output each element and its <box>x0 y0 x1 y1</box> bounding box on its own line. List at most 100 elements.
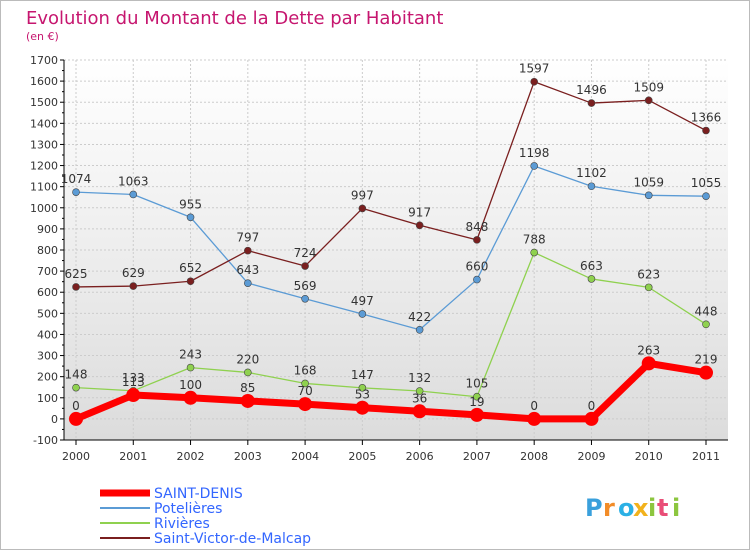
data-point <box>355 400 370 415</box>
y-tick-label: 1200 <box>30 160 58 173</box>
x-tick-label: 2005 <box>348 450 376 463</box>
data-point <box>240 393 255 408</box>
y-tick-label: 1700 <box>30 54 58 67</box>
data-label: 848 <box>465 220 488 234</box>
data-label: 660 <box>465 260 488 274</box>
data-label: 113 <box>122 375 145 389</box>
data-point <box>186 213 195 222</box>
data-point <box>699 365 713 380</box>
data-label: 1496 <box>576 83 607 97</box>
data-point <box>644 96 653 105</box>
data-point <box>473 275 481 284</box>
data-label: 1059 <box>633 175 664 189</box>
legend-label: SAINT-DENIS <box>154 486 243 502</box>
data-label: 1509 <box>633 80 664 94</box>
series-line-Saint-Victor-de-Malcap <box>75 81 707 288</box>
data-point <box>69 411 83 426</box>
data-label: 105 <box>465 377 488 391</box>
x-tick-label: 2011 <box>692 450 720 463</box>
data-point <box>72 283 80 291</box>
y-tick-label: 400 <box>37 328 58 341</box>
data-point <box>702 126 710 135</box>
data-point <box>244 246 252 255</box>
x-tick-label: 2000 <box>62 450 90 463</box>
data-point <box>415 387 424 395</box>
logo-letter: t <box>657 494 668 522</box>
data-label: 219 <box>695 353 718 367</box>
data-point <box>244 368 252 377</box>
data-label: 1063 <box>118 174 149 188</box>
data-point <box>587 99 596 107</box>
data-point <box>72 188 80 196</box>
data-point <box>129 282 138 290</box>
data-label: 132 <box>408 371 431 385</box>
legend: SAINT-DENISPotelièresRivièresSaint-Victo… <box>100 486 311 547</box>
data-label: 100 <box>179 378 202 392</box>
logo-letter: P <box>585 494 603 522</box>
data-point <box>298 397 313 412</box>
data-label: 497 <box>351 294 374 308</box>
legend-label: Rivières <box>154 516 210 532</box>
series-line-SAINT-DENIS <box>72 359 710 423</box>
data-point <box>126 388 141 403</box>
data-label: 623 <box>637 267 660 281</box>
chart-title: Evolution du Montant de la Dette par Hab… <box>26 8 443 29</box>
data-label: 629 <box>122 266 145 280</box>
data-point <box>530 162 538 170</box>
x-tick-label: 2009 <box>577 450 605 463</box>
x-tick-label: 2010 <box>635 450 663 463</box>
y-tick-label: 1000 <box>30 202 58 215</box>
data-label: 569 <box>294 279 317 293</box>
data-label: 797 <box>236 231 259 245</box>
data-point <box>72 383 80 392</box>
data-point <box>587 275 596 283</box>
y-tick-label: 800 <box>37 244 58 257</box>
data-point <box>129 190 138 199</box>
legend-label: Potelières <box>154 501 222 517</box>
data-point <box>527 411 542 426</box>
data-point <box>412 404 427 419</box>
x-tick-label: 2003 <box>234 450 262 463</box>
data-point <box>641 356 656 371</box>
data-point <box>301 379 309 388</box>
data-label-layer: 0 113 100 85 70 53 36 19 0 0 263 219 1074 1063 955 643 5… <box>61 62 722 413</box>
y-tick-label: -100 <box>33 434 58 447</box>
logo-letter: i <box>672 494 680 522</box>
data-label: 917 <box>408 205 431 219</box>
data-point <box>301 262 309 270</box>
data-point <box>587 182 596 191</box>
logo-letter: x <box>633 494 649 522</box>
data-label: 148 <box>65 368 88 382</box>
series-line-Rivières <box>75 251 707 398</box>
data-label: 652 <box>179 261 202 275</box>
data-label: 263 <box>637 343 660 357</box>
series-layer <box>69 77 713 426</box>
x-tick-label: 2007 <box>463 450 491 463</box>
x-tick-label: 2006 <box>406 450 434 463</box>
y-tick-label: 0 <box>51 413 58 426</box>
data-label: 1198 <box>519 146 550 160</box>
y-tick-label: 900 <box>37 223 58 236</box>
y-tick-label: 1100 <box>30 181 58 194</box>
data-label: 448 <box>695 304 718 318</box>
y-tick-label: 100 <box>37 392 58 405</box>
data-label: 1102 <box>576 166 607 180</box>
logo-letter: i <box>648 494 656 522</box>
data-label: 36 <box>412 391 427 405</box>
x-tick-label: 2002 <box>177 450 205 463</box>
data-label: 133 <box>122 371 145 385</box>
x-tick-label: 2001 <box>119 450 147 463</box>
data-label: 643 <box>236 263 259 277</box>
y-tick-label: 500 <box>37 307 58 320</box>
data-point <box>584 411 599 426</box>
data-label: 422 <box>408 310 431 324</box>
data-label: 1074 <box>61 172 92 186</box>
data-point <box>183 390 198 405</box>
data-point <box>469 407 484 422</box>
data-point <box>473 236 481 244</box>
data-label: 625 <box>65 267 88 281</box>
data-point <box>702 320 710 329</box>
data-point <box>530 248 538 257</box>
